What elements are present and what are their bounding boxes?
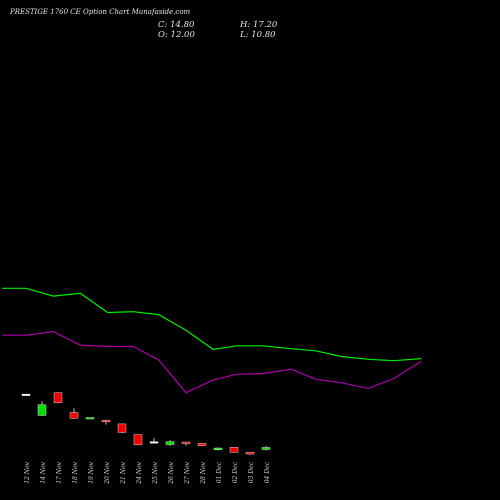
candle-body bbox=[37, 404, 47, 416]
candle-body bbox=[245, 452, 255, 455]
x-tick-label: 21 Nov bbox=[120, 461, 127, 484]
upper-band-line bbox=[2, 287, 422, 362]
x-tick-label: 28 Nov bbox=[200, 461, 207, 484]
candle-body bbox=[181, 441, 191, 444]
x-tick-label: 20 Nov bbox=[104, 461, 111, 484]
x-tick-label: 14 Nov bbox=[40, 461, 47, 483]
candle-body bbox=[21, 393, 31, 396]
close-value: C: 14.80 bbox=[158, 20, 195, 30]
chart-title: PRESTIGE 1760 CE Option Chart Munafaside… bbox=[10, 8, 191, 16]
open-value: O: 12.00 bbox=[158, 30, 195, 40]
x-tick-label: 12 Nov bbox=[24, 461, 31, 483]
candle-body bbox=[117, 423, 127, 433]
x-tick-label: 03 Dec bbox=[248, 461, 255, 483]
x-tick-label: 18 Nov bbox=[72, 461, 79, 483]
candle-body bbox=[229, 447, 239, 453]
x-tick-label: 02 Dec bbox=[232, 461, 239, 483]
candle-body bbox=[69, 412, 79, 419]
x-tick-label: 17 Nov bbox=[56, 461, 63, 483]
high-value: H: 17.20 bbox=[240, 20, 278, 30]
lower-band-line bbox=[2, 330, 422, 394]
low-value: L: 10.80 bbox=[240, 30, 276, 40]
x-tick-label: 19 Nov bbox=[88, 461, 95, 483]
candle-body bbox=[197, 443, 207, 446]
x-tick-label: 01 Dec bbox=[216, 461, 223, 483]
candle-body bbox=[133, 434, 143, 446]
candle-body bbox=[85, 417, 95, 420]
x-tick-label: 24 Nov bbox=[136, 461, 143, 484]
x-tick-label: 26 Nov bbox=[168, 461, 175, 484]
candle-body bbox=[101, 420, 111, 423]
candle-body bbox=[213, 447, 223, 451]
x-tick-label: 27 Nov bbox=[184, 461, 191, 484]
candle-body bbox=[165, 441, 175, 445]
candle-body bbox=[53, 392, 63, 403]
x-tick-label: 25 Nov bbox=[152, 461, 159, 484]
x-tick-label: 04 Dec bbox=[264, 461, 271, 483]
candle-body bbox=[261, 447, 271, 450]
candle-body bbox=[149, 441, 159, 444]
